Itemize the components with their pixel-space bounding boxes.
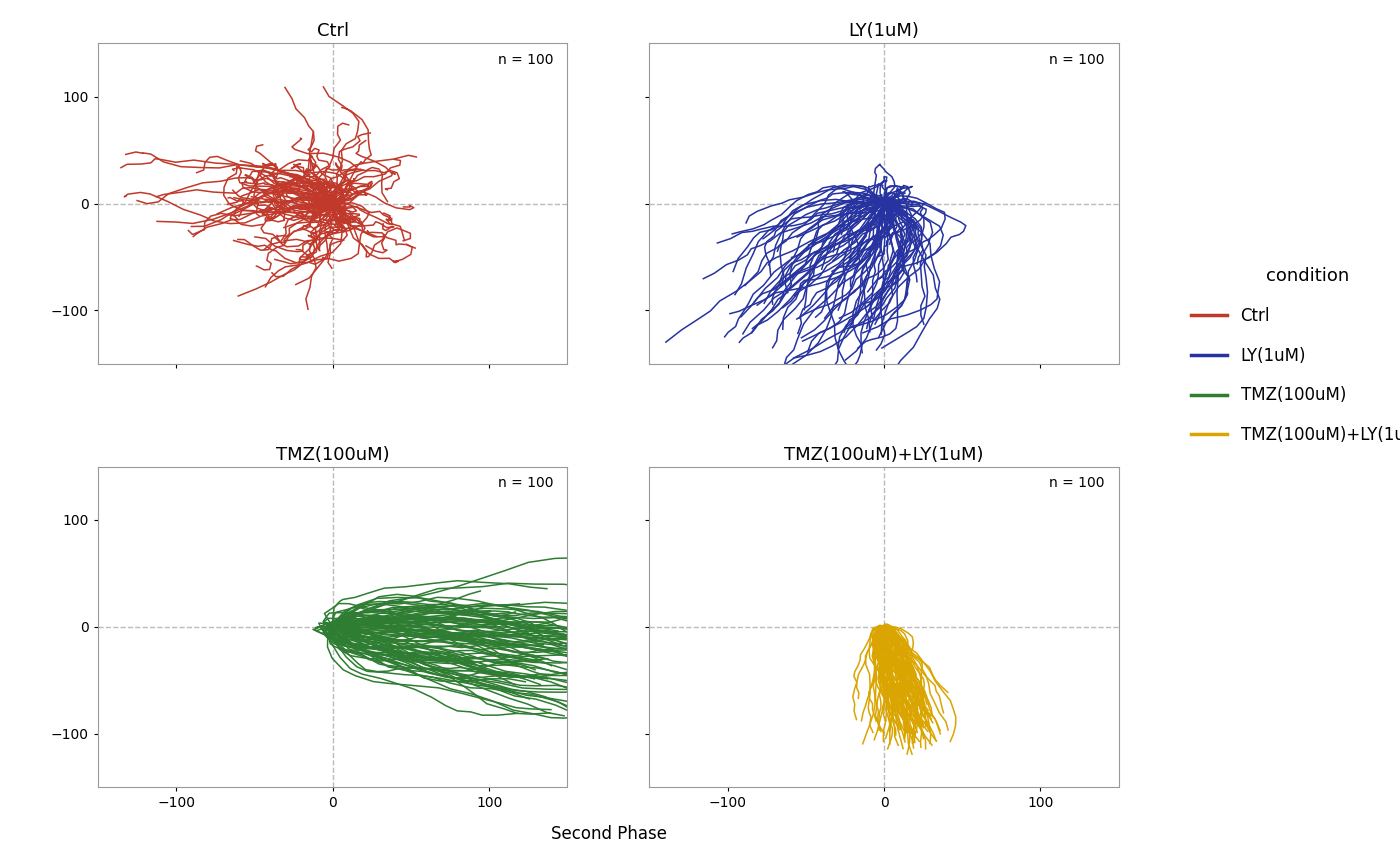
Text: n = 100: n = 100 [1049, 476, 1105, 490]
Text: n = 100: n = 100 [498, 476, 553, 490]
Legend: Ctrl, LY(1uM), TMZ(100uM), TMZ(100uM)+LY(1uM): Ctrl, LY(1uM), TMZ(100uM), TMZ(100uM)+LY… [1182, 259, 1400, 452]
Title: LY(1uM): LY(1uM) [848, 22, 920, 41]
Title: TMZ(100uM)+LY(1uM): TMZ(100uM)+LY(1uM) [784, 445, 984, 464]
Title: Ctrl: Ctrl [316, 22, 349, 41]
Text: n = 100: n = 100 [1049, 53, 1105, 67]
Text: n = 100: n = 100 [498, 53, 553, 67]
Title: TMZ(100uM): TMZ(100uM) [276, 445, 389, 464]
Text: Second Phase: Second Phase [552, 825, 666, 843]
